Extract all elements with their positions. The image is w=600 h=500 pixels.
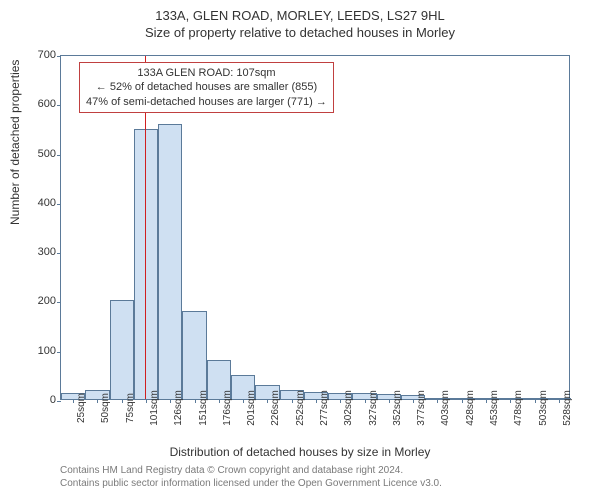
histogram-bar bbox=[134, 129, 158, 399]
annotation-box: 133A GLEN ROAD: 107sqm← 52% of detached … bbox=[79, 62, 334, 113]
y-tick-label: 100 bbox=[38, 345, 56, 357]
x-tick-label: 176sqm bbox=[222, 390, 233, 426]
x-tick-label: 327sqm bbox=[368, 390, 379, 426]
x-tick-label: 25sqm bbox=[76, 393, 87, 423]
x-tick-label: 428sqm bbox=[465, 390, 476, 426]
histogram-bar bbox=[158, 124, 182, 399]
chart-title-sub: Size of property relative to detached ho… bbox=[0, 23, 600, 40]
x-tick-label: 403sqm bbox=[440, 390, 451, 426]
x-tick-label: 151sqm bbox=[198, 390, 209, 426]
annotation-line3: 47% of semi-detached houses are larger (… bbox=[86, 95, 327, 109]
annotation-line1: 133A GLEN ROAD: 107sqm bbox=[86, 66, 327, 80]
x-tick-label: 528sqm bbox=[562, 390, 573, 426]
footer-copyright-2: Contains public sector information licen… bbox=[60, 478, 442, 489]
x-tick-label: 126sqm bbox=[173, 390, 184, 426]
y-tick-label: 200 bbox=[38, 295, 56, 307]
y-tick-label: 600 bbox=[38, 98, 56, 110]
y-tick-label: 0 bbox=[50, 394, 56, 406]
y-axis-label: Number of detached properties bbox=[8, 60, 22, 225]
x-tick-label: 50sqm bbox=[100, 393, 111, 423]
x-tick-label: 377sqm bbox=[416, 390, 427, 426]
y-tick-label: 300 bbox=[38, 246, 56, 258]
annotation-line2: ← 52% of detached houses are smaller (85… bbox=[86, 80, 327, 94]
x-tick-label: 277sqm bbox=[319, 390, 330, 426]
chart-plot-area: 133A GLEN ROAD: 107sqm← 52% of detached … bbox=[60, 55, 570, 400]
x-tick-label: 226sqm bbox=[270, 390, 281, 426]
x-tick-label: 252sqm bbox=[295, 390, 306, 426]
chart-title-main: 133A, GLEN ROAD, MORLEY, LEEDS, LS27 9HL bbox=[0, 0, 600, 23]
x-tick-label: 503sqm bbox=[538, 390, 549, 426]
y-tick-label: 700 bbox=[38, 49, 56, 61]
histogram-bar bbox=[182, 311, 206, 399]
x-tick-label: 201sqm bbox=[246, 390, 257, 426]
x-tick-label: 478sqm bbox=[513, 390, 524, 426]
x-axis-label: Distribution of detached houses by size … bbox=[0, 445, 600, 459]
x-tick-label: 101sqm bbox=[149, 390, 160, 426]
histogram-bar bbox=[110, 300, 134, 399]
y-tick-label: 400 bbox=[38, 197, 56, 209]
y-tick-label: 500 bbox=[38, 148, 56, 160]
x-tick-label: 302sqm bbox=[343, 390, 354, 426]
x-tick-label: 75sqm bbox=[125, 393, 136, 423]
x-tick-label: 352sqm bbox=[392, 390, 403, 426]
footer-copyright-1: Contains HM Land Registry data © Crown c… bbox=[60, 465, 403, 476]
x-tick-label: 453sqm bbox=[489, 390, 500, 426]
